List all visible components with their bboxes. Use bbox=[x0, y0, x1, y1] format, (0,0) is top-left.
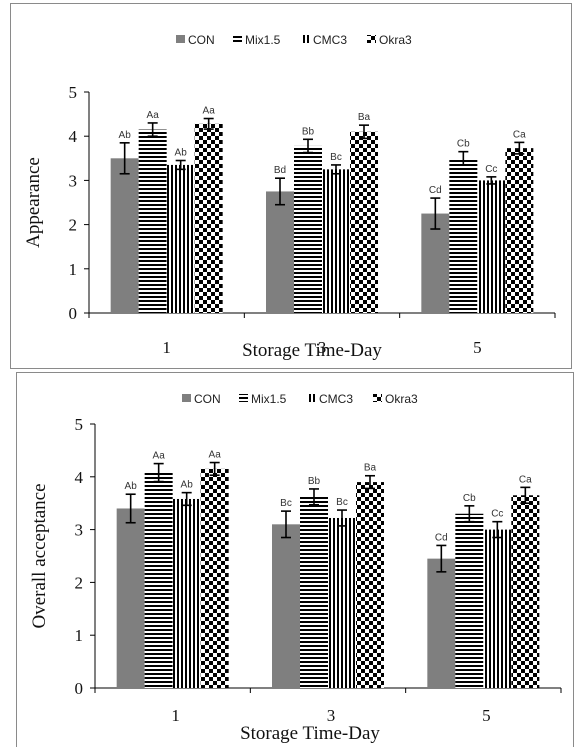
legend: CON Mix1.5 CMC3 Okra3 bbox=[176, 33, 412, 47]
y-tick-label: 5 bbox=[69, 83, 78, 102]
y-tick-label: 5 bbox=[75, 415, 84, 434]
bar-con-day-3 bbox=[272, 524, 300, 688]
significance-label: Ab bbox=[125, 481, 138, 492]
significance-label: Bc bbox=[336, 497, 348, 508]
y-tick-label: 1 bbox=[69, 260, 78, 279]
bar-mix15-day-3 bbox=[294, 145, 322, 313]
x-tick-label: 5 bbox=[482, 706, 491, 725]
legend-label: CMC3 bbox=[319, 392, 353, 406]
legend-swatch-okra3 bbox=[367, 35, 376, 43]
legend-label: Okra3 bbox=[385, 392, 418, 406]
y-tick-label: 4 bbox=[75, 468, 84, 487]
legend-swatch-mix15 bbox=[233, 35, 242, 43]
bar-con-day-1 bbox=[116, 508, 145, 688]
y-tick-label: 4 bbox=[69, 127, 78, 146]
x-axis-title: Storage Time-Day bbox=[242, 340, 382, 361]
significance-label: Aa bbox=[209, 450, 222, 461]
bar-con-day-5 bbox=[427, 558, 456, 688]
bar-okra3-day-3 bbox=[350, 131, 378, 313]
bar-okra3-day-5 bbox=[511, 495, 540, 688]
significance-label: Cb bbox=[457, 139, 470, 150]
legend-label: CMC3 bbox=[313, 33, 347, 47]
x-axis-title: Storage Time-Day bbox=[240, 723, 380, 744]
bar-mix15-day-1 bbox=[138, 129, 167, 313]
bar-cmc3-day-3 bbox=[322, 169, 350, 313]
legend-label: Okra3 bbox=[379, 33, 412, 47]
bar-okra3-day-3 bbox=[356, 482, 384, 688]
bar-cmc3-day-5 bbox=[477, 180, 506, 313]
significance-label: Bd bbox=[274, 165, 286, 176]
y-tick-label: 2 bbox=[69, 216, 78, 235]
x-tick-label: 3 bbox=[318, 338, 327, 357]
legend-swatch-con bbox=[176, 35, 185, 43]
significance-label: Bb bbox=[302, 126, 315, 137]
overall-acceptance-chart: CON Mix1.5 CMC3 Okra3 0 1 2 3 4 5 1 Ab Aa Ab Aa 3 Bc Bb Bc… bbox=[29, 392, 562, 744]
bar-cmc3-day-1 bbox=[166, 164, 195, 313]
legend-swatch-mix15 bbox=[239, 394, 248, 402]
bar-cmc3-day-3 bbox=[328, 517, 356, 688]
y-axis-title: Overall acceptance bbox=[29, 483, 50, 628]
overall-acceptance-chart-panel: CON Mix1.5 CMC3 Okra3 0 1 2 3 4 5 1 Ab Aa Ab Aa 3 Bc Bb Bc… bbox=[16, 372, 574, 747]
significance-label: Ba bbox=[364, 463, 377, 474]
bar-mix15-day-3 bbox=[300, 496, 328, 688]
legend-label: CON bbox=[188, 33, 215, 47]
bar-okra3-day-1 bbox=[200, 468, 229, 688]
bar-cmc3-day-5 bbox=[483, 529, 512, 688]
significance-label: Cc bbox=[485, 164, 497, 175]
significance-label: Ab bbox=[181, 480, 194, 491]
bar-con-day-5 bbox=[421, 213, 450, 313]
significance-label: Cc bbox=[491, 509, 503, 520]
legend: CON Mix1.5 CMC3 Okra3 bbox=[182, 392, 418, 406]
significance-label: Bb bbox=[308, 476, 321, 487]
bar-mix15-day-5 bbox=[449, 158, 478, 313]
significance-label: Cb bbox=[463, 493, 476, 504]
legend-label: Mix1.5 bbox=[251, 392, 287, 406]
x-tick-label: 5 bbox=[473, 338, 482, 357]
y-tick-label: 0 bbox=[75, 679, 84, 698]
significance-label: Aa bbox=[153, 451, 166, 462]
y-tick-label: 0 bbox=[69, 304, 78, 323]
legend-swatch-cmc3 bbox=[307, 394, 316, 402]
bar-cmc3-day-1 bbox=[172, 498, 201, 688]
y-tick-label: 2 bbox=[75, 573, 84, 592]
y-axis-title: Appearance bbox=[23, 157, 44, 248]
significance-label: Cd bbox=[435, 532, 448, 543]
appearance-chart: CON Mix1.5 CMC3 Okra3 0 1 2 3 4 5 1 Ab Aa Ab Aa 3 Bd Bb Bc… bbox=[23, 33, 556, 361]
bar-con-day-3 bbox=[266, 191, 294, 313]
significance-label: Bc bbox=[330, 152, 342, 163]
bar-okra3-day-1 bbox=[194, 123, 223, 313]
bar-okra3-day-5 bbox=[505, 148, 534, 313]
y-tick-label: 1 bbox=[75, 626, 84, 645]
significance-label: Aa bbox=[203, 106, 216, 117]
bar-mix15-day-1 bbox=[144, 472, 173, 688]
legend-label: CON bbox=[194, 392, 221, 406]
significance-label: Cd bbox=[429, 185, 442, 196]
significance-label: Ab bbox=[119, 130, 132, 141]
legend-swatch-okra3 bbox=[373, 394, 382, 402]
y-tick-label: 3 bbox=[69, 171, 78, 190]
significance-label: Ca bbox=[513, 129, 526, 140]
appearance-chart-panel: CON Mix1.5 CMC3 Okra3 0 1 2 3 4 5 1 Ab Aa Ab Aa 3 Bd Bb Bc… bbox=[10, 3, 572, 369]
bar-mix15-day-5 bbox=[455, 513, 484, 688]
x-tick-label: 1 bbox=[162, 338, 171, 357]
y-tick-label: 3 bbox=[75, 521, 84, 540]
legend-swatch-con bbox=[182, 394, 191, 402]
legend-swatch-cmc3 bbox=[301, 35, 310, 43]
significance-label: Bc bbox=[280, 498, 292, 509]
x-tick-label: 1 bbox=[171, 706, 180, 725]
significance-label: Ca bbox=[519, 474, 532, 485]
legend-label: Mix1.5 bbox=[245, 33, 281, 47]
significance-label: Ba bbox=[358, 112, 371, 123]
x-tick-label: 3 bbox=[327, 706, 336, 725]
significance-label: Aa bbox=[147, 110, 160, 121]
significance-label: Ab bbox=[175, 148, 188, 159]
bar-con-day-1 bbox=[110, 158, 139, 313]
